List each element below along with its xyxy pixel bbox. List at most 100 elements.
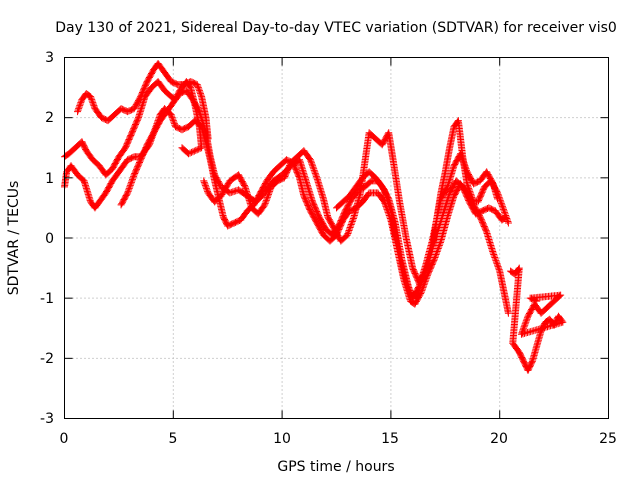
data-point-marker — [494, 263, 502, 271]
data-point-marker — [464, 181, 472, 189]
data-point-marker — [170, 118, 178, 126]
data-point-marker — [343, 231, 351, 239]
data-point-marker — [193, 81, 201, 89]
data-point-marker — [495, 266, 503, 274]
data-point-marker — [406, 287, 414, 295]
data-series — [117, 78, 206, 209]
data-point-marker — [497, 199, 505, 207]
data-point-marker — [134, 115, 142, 123]
data-point-marker — [519, 327, 527, 335]
data-point-marker — [348, 217, 356, 225]
data-point-marker — [193, 146, 201, 154]
data-point-marker — [405, 285, 413, 293]
data-point-marker — [461, 163, 469, 171]
data-point-marker — [498, 201, 506, 209]
data-point-marker — [458, 154, 466, 162]
data-point-marker — [87, 94, 95, 102]
data-point-marker — [261, 201, 269, 209]
data-point-marker — [490, 252, 498, 260]
data-point-marker — [190, 147, 198, 155]
y-tick-label: -1 — [40, 291, 54, 307]
data-point-marker — [459, 156, 467, 164]
data-point-marker — [502, 213, 510, 221]
data-point-marker — [202, 184, 210, 192]
data-point-marker — [265, 190, 272, 198]
data-point-marker — [349, 214, 357, 222]
data-point-marker — [466, 189, 474, 197]
data-point-marker — [466, 187, 474, 195]
data-point-marker — [264, 192, 272, 200]
data-point-marker — [443, 184, 451, 192]
data-series — [507, 264, 567, 374]
data-point-marker — [226, 189, 234, 197]
data-point-marker — [123, 190, 131, 198]
data-point-marker — [312, 172, 320, 180]
data-point-marker — [306, 156, 314, 164]
data-point-marker — [261, 199, 269, 207]
data-point-marker — [502, 211, 510, 219]
data-point-marker — [405, 284, 413, 292]
data-point-marker — [168, 112, 176, 120]
data-point-marker — [459, 157, 467, 165]
data-point-marker — [457, 150, 465, 158]
y-tick-label: 0 — [45, 231, 54, 247]
data-point-marker — [309, 163, 317, 171]
data-point-marker — [200, 178, 208, 186]
data-point-marker — [436, 239, 444, 247]
chart-title: Day 130 of 2021, Sidereal Day-to-day VTE… — [55, 20, 617, 36]
data-point-marker — [498, 202, 506, 210]
data-point-marker — [504, 309, 512, 317]
data-point-marker — [489, 249, 497, 257]
data-point-marker — [195, 85, 203, 93]
x-axis-label: GPS time / hours — [277, 459, 394, 475]
data-point-marker — [464, 183, 472, 191]
data-point-marker — [263, 193, 271, 201]
data-point-marker — [467, 192, 475, 200]
data-point-marker — [76, 100, 84, 108]
data-point-marker — [504, 219, 512, 227]
data-point-marker — [124, 187, 132, 195]
data-point-marker — [262, 196, 270, 204]
data-point-marker — [197, 91, 205, 99]
data-point-marker — [499, 204, 507, 212]
data-point-marker — [192, 146, 200, 154]
data-point-marker — [384, 194, 392, 202]
data-point-marker — [127, 180, 135, 188]
y-tick-label: 1 — [45, 171, 54, 187]
data-point-marker — [462, 165, 470, 173]
data-point-marker — [77, 99, 85, 107]
data-point-marker — [197, 90, 204, 98]
data-point-marker — [523, 315, 531, 323]
y-tick-label: 2 — [45, 110, 54, 126]
data-point-marker — [129, 175, 136, 183]
data-point-marker — [494, 261, 502, 269]
data-point-marker — [227, 188, 235, 196]
data-point-marker — [263, 195, 271, 203]
data-series — [333, 150, 502, 302]
data-point-marker — [344, 229, 352, 237]
data-point-marker — [189, 148, 197, 156]
data-point-marker — [523, 314, 531, 322]
data-point-marker — [460, 160, 468, 168]
data-point-marker — [522, 318, 530, 326]
data-point-marker — [198, 144, 206, 152]
data-point-marker — [125, 184, 133, 192]
data-point-marker — [168, 114, 176, 122]
x-tick-label: 10 — [273, 431, 291, 447]
data-point-marker — [531, 297, 539, 305]
data-point-marker — [521, 320, 529, 328]
data-point-marker — [200, 177, 208, 185]
axis-ticks — [64, 57, 609, 419]
data-point-marker — [501, 208, 509, 216]
data-point-marker — [127, 178, 135, 186]
data-point-marker — [130, 172, 138, 180]
data-point-marker — [347, 222, 355, 230]
data-point-marker — [503, 216, 511, 224]
data-point-marker — [457, 151, 465, 159]
data-point-marker — [310, 165, 318, 173]
data-point-marker — [229, 188, 237, 196]
data-point-marker — [124, 189, 132, 197]
data-point-marker — [170, 120, 178, 128]
data-point-marker — [203, 186, 211, 194]
